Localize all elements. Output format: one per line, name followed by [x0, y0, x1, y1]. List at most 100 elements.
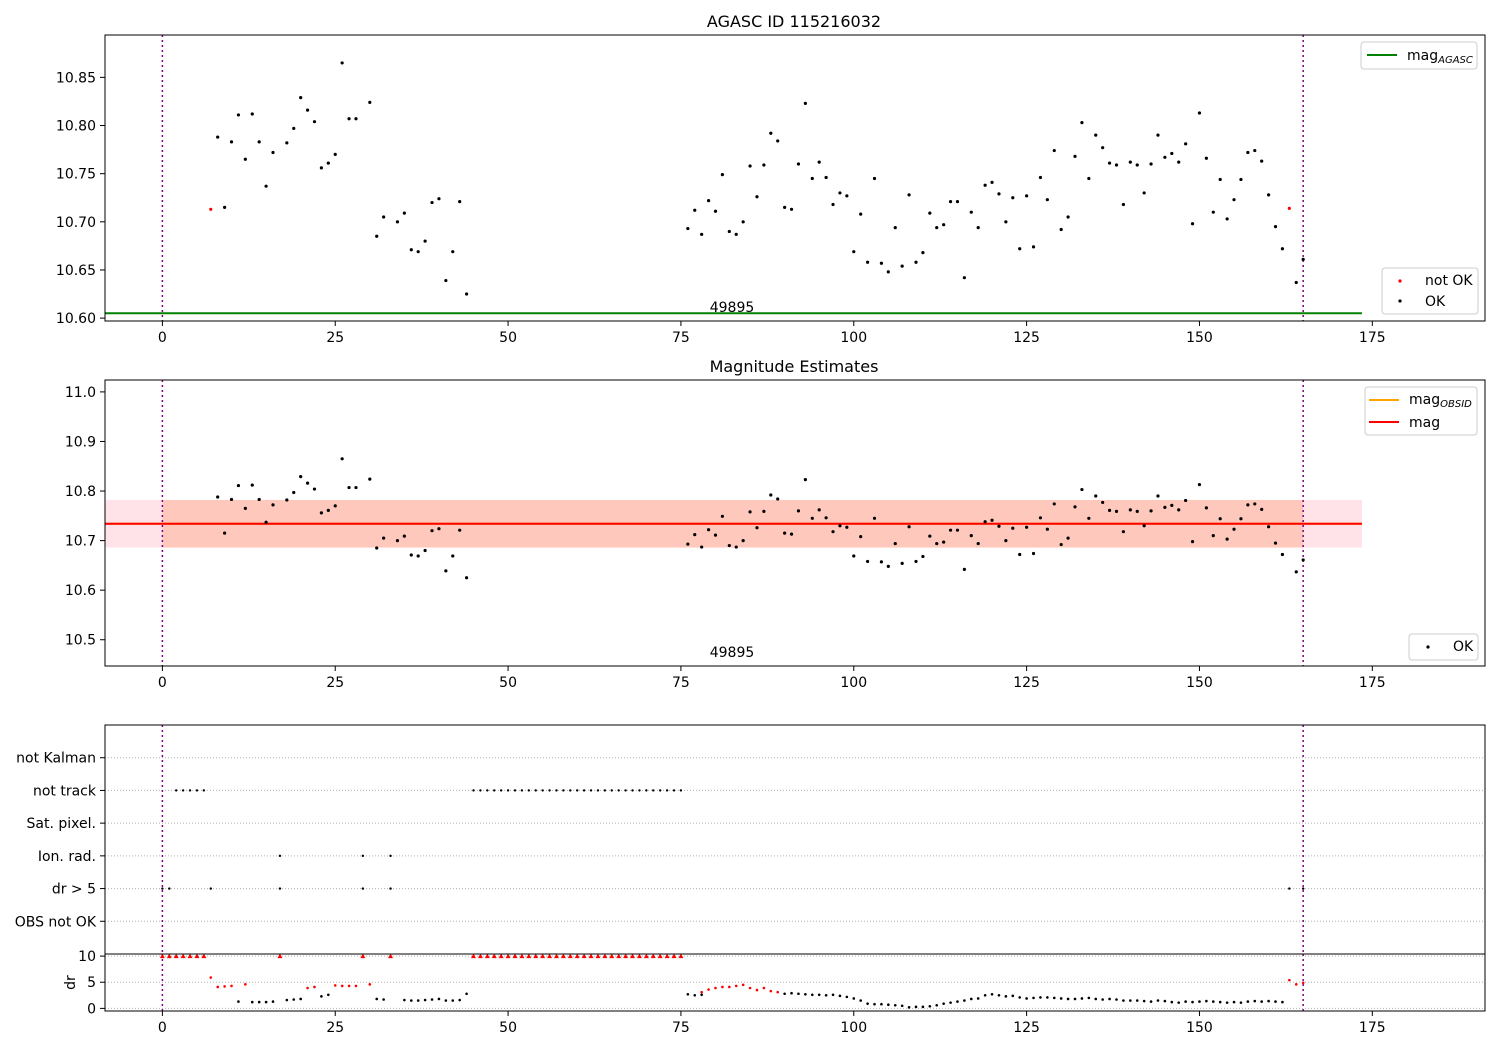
x-tick-label: 50 [499, 675, 517, 691]
ok-point [1038, 175, 1043, 180]
dr-ok-point [1253, 999, 1257, 1003]
ok-point [444, 278, 448, 283]
flag-point [361, 854, 365, 858]
ok-point [886, 270, 890, 274]
legend-ok-label-panel2: OK [1453, 639, 1474, 655]
dr-not-ok-point [333, 984, 337, 987]
ok-point [437, 527, 441, 531]
ok-point [1121, 202, 1126, 207]
dr-ok-point [1246, 1000, 1250, 1003]
flag-point [596, 789, 600, 792]
dr-ok-point [403, 998, 406, 1002]
dr-capped-marker [201, 953, 207, 959]
ok-point [706, 528, 711, 532]
ok-point [1025, 194, 1029, 198]
dr-ok-point [852, 997, 856, 1000]
ok-point [1218, 517, 1222, 521]
dr-ok-point [887, 1003, 890, 1007]
flag-point [541, 789, 544, 792]
ok-point [907, 525, 911, 529]
ok-point [223, 205, 227, 209]
flag-point [493, 789, 496, 792]
dr-ok-point [935, 1003, 939, 1007]
dr-ok-point [817, 993, 821, 997]
ok-point [1031, 551, 1036, 556]
ok-point [257, 140, 261, 144]
ok-point [700, 545, 704, 549]
ok-point [1260, 159, 1264, 163]
ok-point [326, 161, 330, 165]
ok-point [693, 208, 697, 212]
ok-point [845, 194, 849, 198]
flag-point [506, 789, 510, 792]
ok-point [783, 531, 787, 535]
x-tick-label: 75 [672, 330, 690, 346]
ok-point [1177, 508, 1181, 512]
ok-point [464, 292, 469, 296]
dr-ok-point [327, 993, 330, 997]
ok-point [1094, 494, 1098, 498]
dr-not-ok-point [721, 985, 724, 989]
ok-point [1018, 247, 1022, 251]
ok-point [1018, 552, 1022, 557]
obsid-label-panel2: 49895 [710, 645, 755, 661]
x-tick-label: 100 [840, 675, 867, 691]
ok-point [347, 485, 351, 490]
dr-ok-point [1046, 996, 1049, 999]
dr-capped-marker [602, 953, 608, 959]
ok-point [1218, 177, 1222, 182]
flag-point [195, 789, 199, 792]
ok-point [333, 152, 337, 157]
dr-not-ok-point [1288, 978, 1291, 982]
ok-point [257, 497, 261, 502]
ok-point [437, 197, 441, 201]
ok-point [1011, 196, 1015, 200]
dr-capped-marker [609, 953, 615, 959]
dr-ok-point [1274, 1000, 1277, 1003]
ok-point [748, 164, 752, 168]
ok-point [292, 126, 296, 131]
y-tick-label: 10.65 [56, 263, 96, 279]
dr-not-ok-point [741, 983, 745, 987]
dr-capped-marker [194, 953, 200, 959]
ok-point [948, 199, 953, 204]
flag-point [603, 789, 607, 792]
ok-point [955, 199, 960, 204]
ok-point [734, 232, 738, 236]
not-ok-point [1287, 206, 1291, 210]
ok-point [1031, 245, 1036, 249]
dr-capped-marker [567, 953, 573, 959]
dr-ok-point [458, 998, 461, 1002]
x-tick-label: 125 [1013, 330, 1040, 346]
ok-point [838, 191, 842, 195]
ok-point [831, 530, 835, 534]
dr-ok-point [970, 997, 973, 1001]
ok-point [893, 225, 897, 230]
ok-point [216, 135, 220, 139]
ok-point [1266, 525, 1271, 529]
dr-capped-marker [526, 953, 532, 959]
ok-point [1045, 198, 1049, 202]
dr-ok-point [1156, 999, 1160, 1002]
dr-not-ok-point [230, 984, 233, 988]
ok-point [762, 509, 766, 513]
ok-point [969, 210, 973, 214]
dr-ok-point [1066, 997, 1070, 1001]
ok-point [1184, 498, 1188, 503]
flag-point [569, 789, 572, 792]
flag-point [582, 789, 586, 792]
dr-not-ok-point [734, 984, 738, 988]
dr-capped-marker [664, 953, 670, 959]
ok-point [312, 120, 317, 124]
flag-point [624, 789, 627, 792]
dr-not-ok-point [340, 984, 344, 988]
dr-capped-marker [595, 953, 601, 959]
flag-point [168, 887, 171, 890]
y-tick-label: 10.70 [56, 215, 96, 231]
ok-point [1211, 534, 1215, 538]
ok-point [423, 239, 427, 243]
ok-point [382, 215, 386, 219]
flag-point [209, 887, 212, 890]
dr-capped-marker [187, 953, 193, 959]
